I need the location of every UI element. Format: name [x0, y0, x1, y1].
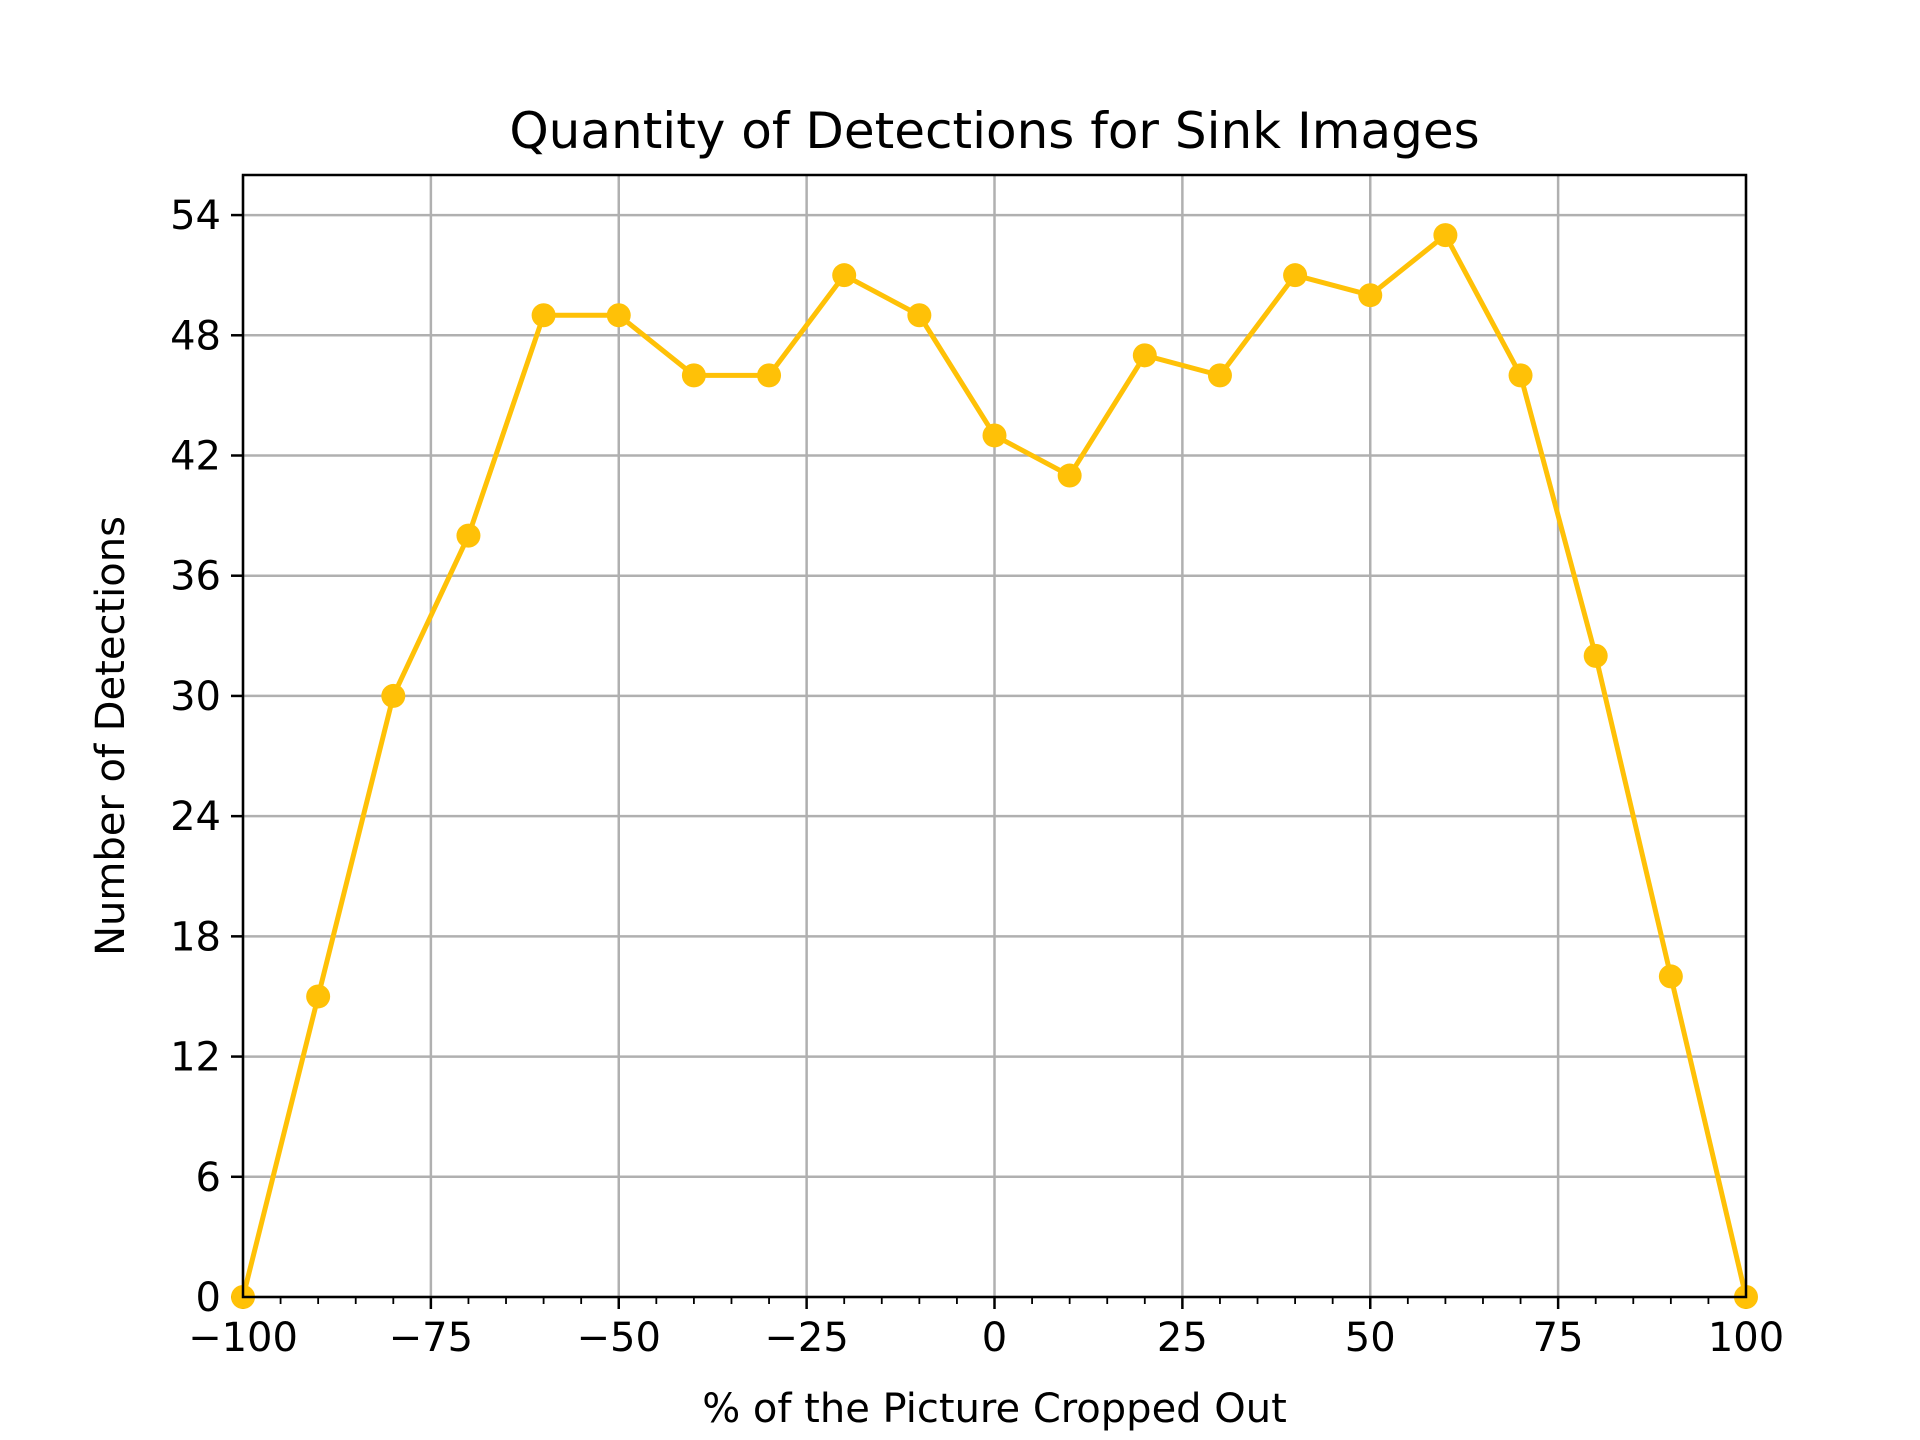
y-tick-label: 54: [170, 193, 221, 239]
data-point: [1433, 223, 1458, 248]
tick-labels: −100 −75 −50 −25 0 25 50 75 100 0 6 12 18 24 30 36 42 48 5…: [170, 193, 1784, 1361]
data-point: [907, 303, 932, 328]
data-point: [306, 984, 331, 1009]
y-tick-label: 12: [170, 1035, 221, 1081]
y-axis-label: Number of Detections: [88, 516, 134, 956]
y-tick-label: 24: [170, 794, 221, 840]
y-tick-label: 6: [196, 1155, 221, 1201]
x-tick-label: −25: [764, 1315, 848, 1361]
data-point: [606, 303, 631, 328]
plot-frame: [241, 173, 1748, 1299]
x-tick-label: −50: [577, 1315, 661, 1361]
y-tick-label: 48: [170, 313, 221, 359]
data-point: [1132, 343, 1157, 368]
y-tick-label: 0: [196, 1275, 221, 1321]
data-point: [1508, 363, 1533, 388]
x-tick-label: 75: [1533, 1315, 1584, 1361]
minor-ticks: [279, 1297, 1710, 1304]
x-tick-label: 25: [1157, 1315, 1208, 1361]
data-point: [982, 423, 1007, 448]
data-point: [531, 303, 556, 328]
data-point: [681, 363, 706, 388]
data-point: [381, 683, 406, 708]
x-tick-label: −100: [188, 1315, 298, 1361]
x-tick-label: 100: [1708, 1315, 1784, 1361]
data-point: [757, 363, 782, 388]
y-tick-label: 18: [170, 914, 221, 960]
data-point: [456, 523, 481, 548]
x-tick-label: −75: [389, 1315, 473, 1361]
data-point: [1583, 643, 1608, 668]
grid-lines: [241, 175, 1748, 1299]
data-point: [1057, 463, 1082, 488]
data-point: [1283, 263, 1308, 288]
data-point: [1207, 363, 1232, 388]
y-tick-label: 42: [170, 434, 221, 480]
series-group: [231, 223, 1758, 1309]
data-point: [1658, 964, 1683, 989]
chart-title: Quantity of Detections for Sink Images: [509, 102, 1479, 160]
y-tick-label: 30: [170, 674, 221, 720]
data-point: [832, 263, 857, 288]
data-point: [1358, 283, 1383, 308]
x-axis-label: % of the Picture Cropped Out: [702, 1386, 1287, 1432]
x-tick-label: 0: [982, 1315, 1007, 1361]
y-tick-label: 36: [170, 554, 221, 600]
x-tick-label: 50: [1345, 1315, 1396, 1361]
